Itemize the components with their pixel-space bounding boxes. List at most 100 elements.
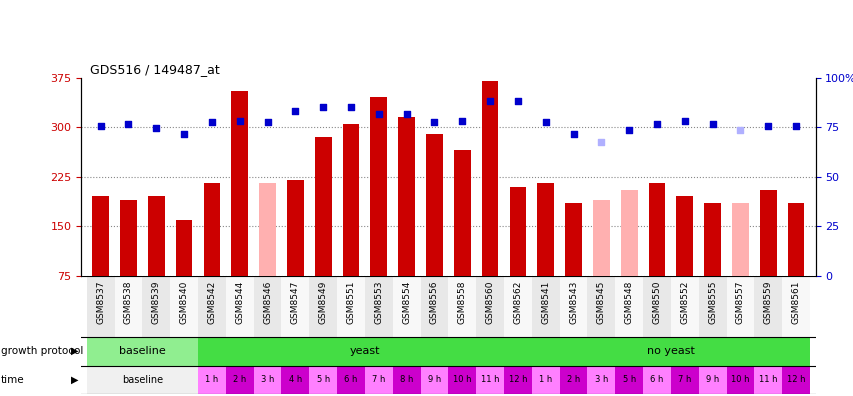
Text: GSM8558: GSM8558	[457, 280, 467, 324]
Bar	[531, 337, 809, 366]
Bar	[253, 276, 281, 337]
Text: GSM8553: GSM8553	[374, 280, 383, 324]
Bar	[315, 137, 331, 276]
Bar	[476, 366, 503, 394]
Bar	[781, 276, 809, 337]
Text: ▶: ▶	[71, 375, 78, 385]
Bar	[759, 190, 775, 276]
Point	[677, 117, 691, 124]
Text: 5 h: 5 h	[622, 375, 635, 384]
Text: GSM8561: GSM8561	[791, 280, 799, 324]
Text: 11 h: 11 h	[758, 375, 776, 384]
Bar	[198, 276, 225, 337]
Text: 8 h: 8 h	[399, 375, 413, 384]
Bar	[481, 81, 498, 276]
Bar	[87, 366, 198, 394]
Bar	[726, 276, 753, 337]
Point	[177, 131, 191, 137]
Bar	[642, 276, 670, 337]
Bar	[364, 366, 392, 394]
Bar	[531, 366, 559, 394]
Bar	[753, 276, 781, 337]
Text: GSM8543: GSM8543	[568, 280, 577, 324]
Text: GSM8562: GSM8562	[513, 280, 522, 324]
Bar	[587, 276, 614, 337]
Bar	[448, 366, 476, 394]
Text: 6 h: 6 h	[649, 375, 663, 384]
Bar	[670, 366, 698, 394]
Text: GSM8544: GSM8544	[235, 280, 244, 324]
Bar	[559, 276, 587, 337]
Text: 7 h: 7 h	[677, 375, 691, 384]
Point	[260, 119, 274, 125]
Bar	[142, 276, 170, 337]
Point	[538, 119, 552, 125]
Bar	[225, 276, 253, 337]
Point	[510, 97, 524, 104]
Bar	[87, 337, 198, 366]
Bar	[364, 276, 392, 337]
Bar	[342, 124, 359, 276]
Text: time: time	[1, 375, 25, 385]
Point	[788, 123, 802, 129]
Text: 9 h: 9 h	[705, 375, 718, 384]
Text: baseline: baseline	[119, 346, 165, 356]
Text: 11 h: 11 h	[480, 375, 499, 384]
Text: GSM8547: GSM8547	[291, 280, 299, 324]
Point	[344, 104, 357, 110]
Point	[455, 117, 468, 124]
Text: growth protocol: growth protocol	[1, 346, 83, 356]
Bar	[726, 366, 753, 394]
Text: GSM8540: GSM8540	[179, 280, 189, 324]
Text: GSM8551: GSM8551	[346, 280, 355, 324]
Bar	[337, 276, 364, 337]
Text: 2 h: 2 h	[233, 375, 246, 384]
Point	[121, 121, 135, 127]
Text: GSM8545: GSM8545	[596, 280, 605, 324]
Bar	[253, 366, 281, 394]
Text: ▶: ▶	[71, 346, 78, 356]
Text: 12 h: 12 h	[786, 375, 804, 384]
Bar	[225, 366, 253, 394]
Bar	[120, 200, 136, 276]
Bar	[203, 183, 220, 276]
Text: 1 h: 1 h	[205, 375, 218, 384]
Bar	[392, 276, 420, 337]
Bar	[281, 366, 309, 394]
Bar	[170, 276, 198, 337]
Bar	[698, 276, 726, 337]
Point	[399, 111, 413, 117]
Bar	[148, 196, 165, 276]
Bar	[537, 183, 554, 276]
Text: baseline: baseline	[122, 375, 163, 385]
Text: GSM8560: GSM8560	[485, 280, 494, 324]
Bar	[592, 200, 609, 276]
Bar	[503, 366, 531, 394]
Bar	[392, 366, 420, 394]
Text: 10 h: 10 h	[730, 375, 749, 384]
Text: 3 h: 3 h	[260, 375, 274, 384]
Point	[761, 123, 775, 129]
Text: 12 h: 12 h	[508, 375, 526, 384]
Bar	[420, 366, 448, 394]
Bar	[397, 117, 415, 276]
Point	[205, 119, 218, 126]
Text: 4 h: 4 h	[288, 375, 302, 384]
Bar	[509, 187, 525, 276]
Point	[566, 131, 580, 137]
Text: GSM8548: GSM8548	[624, 280, 633, 324]
Bar	[559, 366, 587, 394]
Bar	[753, 366, 781, 394]
Point	[316, 104, 329, 110]
Bar	[704, 203, 720, 276]
Text: 7 h: 7 h	[372, 375, 385, 384]
Bar	[670, 276, 698, 337]
Bar	[476, 276, 503, 337]
Text: 1 h: 1 h	[538, 375, 552, 384]
Point	[733, 127, 746, 133]
Bar	[281, 276, 309, 337]
Bar	[731, 203, 748, 276]
Bar	[231, 91, 247, 276]
Point	[233, 117, 247, 124]
Point	[94, 123, 107, 129]
